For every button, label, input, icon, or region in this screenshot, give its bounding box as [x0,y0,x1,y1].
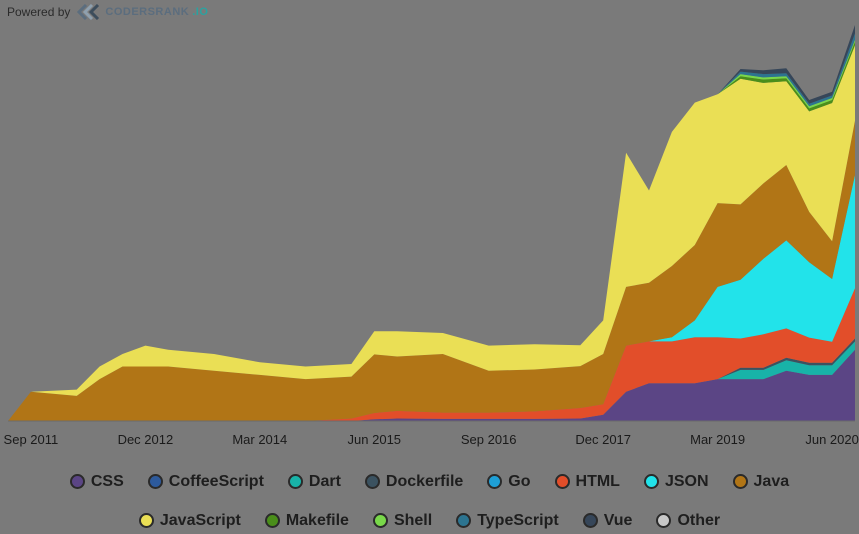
x-tick-label: Dec 2012 [118,432,174,447]
legend-item-css[interactable]: CSS [69,468,124,495]
powered-by-label: Powered by [7,5,71,19]
area-java [8,120,855,421]
codersrank-brand[interactable]: CODERSRANK .IO [76,4,208,20]
powered-by[interactable]: Powered by CODERSRANK .IO [7,4,208,20]
legend-item-typescript[interactable]: TypeScript [456,507,559,534]
legend-item-coffeescript[interactable]: CoffeeScript [147,468,264,495]
legend-item-html[interactable]: HTML [554,468,620,495]
brand-name: CODERSRANK [105,6,190,18]
codersrank-logo-icon [77,4,100,20]
brand-suffix: .IO [192,6,209,18]
legend-swatch [287,474,303,489]
legend-item-makefile[interactable]: Makefile [264,507,349,534]
legend-item-java[interactable]: Java [732,468,790,495]
legend-label: Vue [603,511,633,529]
legend-label: CSS [90,472,124,490]
legend-label: TypeScript [477,511,559,529]
legend-swatch [147,474,163,489]
area-makefile [8,41,855,422]
legend-swatch [456,513,472,528]
legend-item-json[interactable]: JSON [643,468,709,495]
stacked-area-chart: Sep 2011 Dec 2012 Mar 2014 Jun 2015 Sep 2016… [4,25,859,447]
legend-swatch [372,513,388,528]
legend-swatch [656,513,672,528]
legend-item-dart[interactable]: Dart [287,468,341,495]
legend-item-dockerfile[interactable]: Dockerfile [364,468,464,495]
legend-swatch [69,474,85,489]
legend-label: HTML [575,472,620,490]
legend-swatch [364,474,380,489]
legend-swatch [582,513,598,528]
x-tick-label: Mar 2019 [690,432,745,447]
legend-swatch [138,513,154,528]
legend-swatch [264,513,280,528]
area-series-group [8,25,855,422]
x-tick-label: Mar 2014 [232,432,287,447]
x-tick-label: Jun 2015 [348,432,402,447]
x-tick-label: Sep 2011 [4,432,59,447]
legend-item-vue[interactable]: Vue [582,507,633,534]
legend-label: Java [753,472,790,490]
chart-legend: CSS CoffeeScript Dart Dockerfile Go HTML JSON J… [0,468,859,534]
legend-label: Other [677,511,721,529]
legend-label: Shell [393,511,433,529]
legend-item-javascript[interactable]: JavaScript [138,507,241,534]
legend-swatch [554,474,570,489]
legend-item-other[interactable]: Other [656,507,720,534]
x-tick-label: Jun 2020 [805,432,859,447]
legend-swatch [643,474,659,489]
legend-swatch [732,474,748,489]
legend-item-shell[interactable]: Shell [372,507,433,534]
legend-label: Go [508,472,531,490]
x-tick-label: Dec 2017 [575,432,631,447]
legend-item-go[interactable]: Go [487,468,531,495]
area-javascript [8,45,855,421]
legend-label: JavaScript [159,511,241,529]
area-html [8,288,855,421]
area-css [8,349,855,421]
legend-label: CoffeeScript [168,472,264,490]
area-shell [8,39,855,421]
legend-swatch [487,474,503,489]
x-tick-label: Sep 2016 [461,432,517,447]
legend-label: Dart [308,472,341,490]
legend-label: JSON [664,472,709,490]
x-axis-ticks: Sep 2011 Dec 2012 Mar 2014 Jun 2015 Sep 2016… [4,432,859,447]
legend-label: Dockerfile [385,472,464,490]
legend-label: Makefile [285,511,349,529]
